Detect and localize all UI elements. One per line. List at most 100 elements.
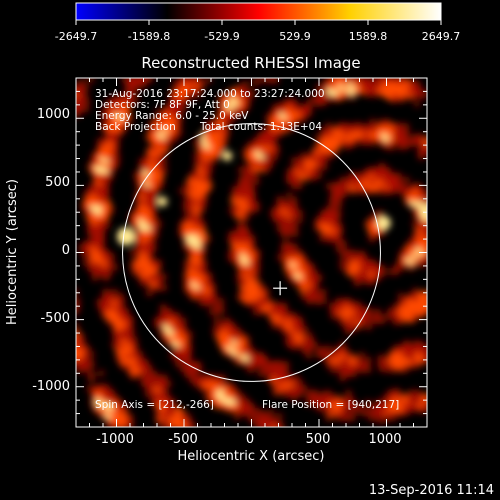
emission-blob bbox=[377, 162, 386, 171]
emission-blob bbox=[305, 331, 313, 340]
bright-source bbox=[116, 227, 135, 246]
emission-blob bbox=[76, 288, 80, 296]
emission-blob bbox=[159, 373, 169, 383]
emission-blob bbox=[392, 387, 402, 397]
emission-blob bbox=[285, 191, 293, 200]
emission-blob bbox=[252, 248, 261, 258]
emission-blob bbox=[338, 239, 348, 249]
emission-blob bbox=[338, 345, 348, 355]
emission-blob bbox=[159, 272, 168, 282]
detectors-label: Detectors: 7F 8F 9F, Att 0 bbox=[95, 99, 230, 111]
y-tick-label: -500 bbox=[40, 311, 70, 326]
emission-blob bbox=[338, 257, 347, 266]
emission-blob bbox=[262, 288, 271, 297]
emission-blob bbox=[386, 307, 396, 316]
emission-blob bbox=[241, 80, 250, 89]
emission-blob bbox=[269, 301, 280, 313]
emission-blob bbox=[290, 243, 299, 252]
emission-blob bbox=[101, 287, 110, 296]
emission-blob bbox=[257, 283, 266, 292]
emission-blob bbox=[416, 133, 425, 143]
emission-blob bbox=[411, 287, 420, 296]
emission-blob bbox=[270, 417, 280, 427]
emission-blob bbox=[225, 382, 236, 393]
emission-blob bbox=[86, 78, 95, 84]
emission-blob bbox=[217, 297, 226, 306]
emission-blob bbox=[155, 258, 163, 267]
axis-ticks bbox=[76, 78, 427, 427]
emission-blob bbox=[339, 175, 348, 185]
emission-map bbox=[76, 78, 427, 427]
emission-blob bbox=[125, 413, 134, 423]
colorbar-tick-label: -529.9 bbox=[204, 30, 239, 43]
emission-blob bbox=[412, 388, 421, 397]
emission-blob bbox=[144, 78, 154, 84]
emission-blob bbox=[402, 176, 411, 185]
emission-blob bbox=[237, 220, 246, 230]
emission-blob bbox=[85, 384, 94, 393]
emission-blob bbox=[357, 249, 366, 258]
emission-blob bbox=[203, 78, 213, 85]
energy-range-label: Energy Range: 6.0 - 25.0 keV bbox=[95, 110, 249, 122]
emission-blob bbox=[164, 380, 173, 388]
x-tick-label: -1000 bbox=[96, 432, 134, 447]
emission-blob bbox=[105, 259, 115, 268]
emission-blob bbox=[396, 292, 405, 300]
plot-title: Reconstructed RHESSI Image bbox=[141, 54, 360, 72]
emission-blob bbox=[248, 234, 256, 242]
emission-blob bbox=[110, 288, 119, 296]
spin-axis-marker bbox=[273, 281, 288, 296]
y-axis-label: Heliocentric Y (arcsec) bbox=[5, 179, 20, 325]
emission-blob bbox=[165, 307, 173, 316]
colorbar-tick-label: -1589.8 bbox=[128, 30, 170, 43]
x-tick-label: 1000 bbox=[368, 432, 401, 447]
colorbar: -2649.7 -1589.8 -529.9 529.9 1589.8 2649… bbox=[55, 2, 460, 43]
emission-blob bbox=[290, 195, 298, 204]
y-tick-label: 500 bbox=[45, 175, 70, 190]
emission-blob bbox=[413, 100, 421, 108]
emission-blob bbox=[252, 78, 261, 84]
y-tick-label: 1000 bbox=[37, 107, 70, 122]
emission-blob bbox=[358, 404, 366, 412]
time-range-label: 31-Aug-2016 23:17:24.000 to 23:27:24.000 bbox=[95, 88, 325, 100]
emission-blob bbox=[367, 258, 378, 269]
emission-blob bbox=[281, 240, 291, 249]
colorbar-tick-label: -2649.7 bbox=[55, 30, 97, 43]
emission-blob bbox=[213, 316, 222, 325]
emission-blob bbox=[421, 89, 427, 97]
emission-blob bbox=[364, 398, 372, 407]
footer-timestamp: 13-Sep-2016 11:14 bbox=[369, 483, 494, 498]
emission-blob bbox=[343, 297, 353, 307]
bright-source bbox=[157, 196, 168, 207]
emission-blob bbox=[295, 216, 304, 224]
y-tick-labels: 1000 500 0 -500 -1000 bbox=[32, 107, 70, 394]
emission-blob bbox=[159, 283, 168, 292]
total-counts-label: Total counts: 1.13E+04 bbox=[199, 121, 322, 133]
bright-source bbox=[376, 215, 391, 230]
emission-blob bbox=[412, 181, 422, 191]
emission-blob bbox=[222, 316, 231, 325]
colorbar-tick-labels: -2649.7 -1589.8 -529.9 529.9 1589.8 2649… bbox=[55, 30, 460, 43]
emission-blob bbox=[304, 262, 315, 273]
emission-blob bbox=[397, 78, 407, 85]
emission-blob bbox=[150, 370, 159, 378]
emission-blob bbox=[246, 89, 256, 99]
emission-blob bbox=[154, 108, 163, 117]
method-label: Back Projection bbox=[95, 121, 176, 133]
emission-blob bbox=[314, 134, 322, 142]
emission-blob bbox=[363, 306, 373, 316]
emission-blob bbox=[364, 322, 373, 331]
x-tick-label: 500 bbox=[306, 432, 331, 447]
emission-blob bbox=[275, 412, 284, 421]
emission-blob bbox=[281, 360, 290, 370]
x-tick-label: -500 bbox=[168, 432, 198, 447]
emission-blob bbox=[324, 122, 334, 131]
emission-blob bbox=[402, 339, 412, 350]
emission-blob bbox=[136, 350, 144, 358]
x-tick-label: 0 bbox=[246, 432, 254, 447]
emission-blob bbox=[97, 369, 106, 378]
emission-blob bbox=[382, 118, 392, 127]
emission-blob bbox=[86, 350, 96, 359]
emission-blob bbox=[193, 360, 202, 369]
emission-blob bbox=[334, 201, 343, 210]
